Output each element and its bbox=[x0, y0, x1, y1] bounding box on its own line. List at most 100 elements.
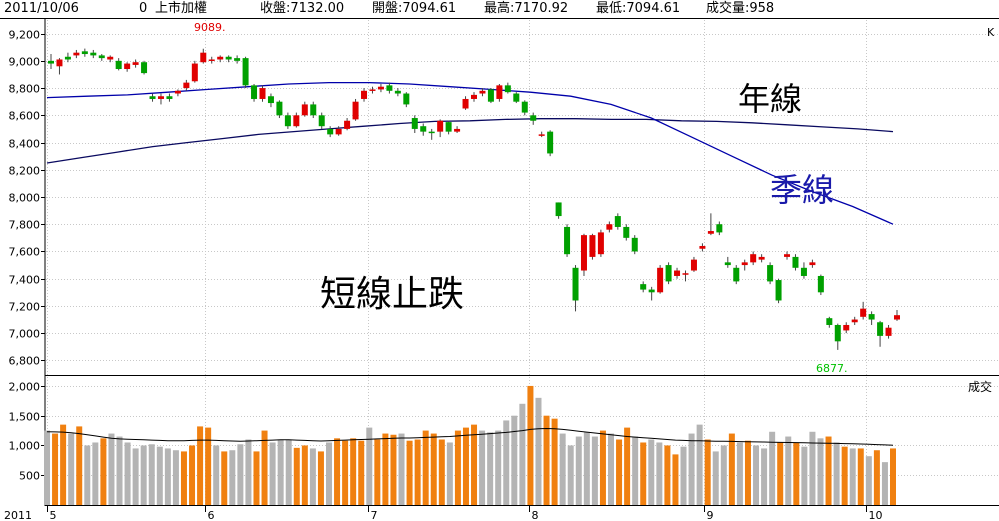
candle-body bbox=[690, 259, 697, 271]
volume-bar bbox=[382, 433, 389, 505]
candle bbox=[885, 324, 892, 339]
volume-bar bbox=[680, 446, 687, 505]
candle-body bbox=[775, 280, 782, 301]
candle bbox=[344, 118, 351, 131]
candle-body bbox=[242, 58, 249, 86]
volume-bar bbox=[495, 430, 502, 505]
candle-body bbox=[589, 235, 596, 257]
candle-body bbox=[843, 324, 850, 331]
candle-body bbox=[301, 104, 308, 116]
candle bbox=[301, 101, 308, 117]
volume-bar bbox=[406, 440, 413, 505]
month-label: 5 bbox=[50, 509, 57, 521]
candle bbox=[352, 98, 359, 121]
candle-body bbox=[166, 96, 173, 99]
volume-bar bbox=[245, 439, 252, 505]
price-tick-label: 8,600 bbox=[9, 110, 41, 123]
candle bbox=[547, 130, 554, 157]
volume-bar bbox=[761, 448, 768, 505]
candle bbox=[141, 60, 148, 75]
candle bbox=[775, 278, 782, 304]
candle bbox=[699, 243, 706, 252]
candle-body bbox=[132, 62, 139, 65]
candle-body bbox=[335, 128, 342, 135]
candle bbox=[157, 93, 164, 105]
volume-bar bbox=[857, 448, 864, 505]
candle-body bbox=[208, 59, 215, 61]
volume-bar bbox=[479, 430, 486, 505]
low-marker-label: 6877. bbox=[816, 362, 848, 375]
candle bbox=[631, 235, 638, 255]
volume-average-line bbox=[46, 427, 894, 446]
candle-body bbox=[707, 231, 714, 234]
candle bbox=[504, 82, 511, 94]
candle-body bbox=[758, 256, 765, 260]
candle-body bbox=[834, 324, 841, 342]
candle bbox=[538, 131, 545, 138]
volume-bar bbox=[736, 442, 743, 505]
candle bbox=[318, 112, 325, 129]
candle bbox=[124, 62, 131, 72]
candle-body bbox=[318, 115, 325, 127]
volume-bar bbox=[865, 456, 872, 505]
candle bbox=[674, 267, 681, 279]
volume-bar bbox=[148, 444, 155, 505]
candle-body bbox=[504, 85, 511, 93]
volume-bar bbox=[704, 439, 711, 505]
volume-bar bbox=[648, 439, 655, 505]
candle bbox=[462, 96, 469, 110]
candle-body bbox=[471, 94, 477, 99]
candle-body bbox=[124, 63, 131, 70]
candle bbox=[284, 112, 291, 129]
candle bbox=[724, 256, 731, 268]
candle-body bbox=[251, 85, 258, 99]
candle bbox=[657, 265, 664, 294]
volume-bar bbox=[720, 445, 727, 505]
candle bbox=[792, 254, 799, 271]
volume-bar bbox=[809, 431, 816, 505]
candle-body bbox=[411, 118, 418, 129]
volume-bar bbox=[366, 427, 373, 505]
price-tick-label: 7,400 bbox=[9, 274, 41, 287]
candle bbox=[716, 221, 723, 236]
candle-body bbox=[217, 56, 224, 60]
candle bbox=[335, 126, 342, 136]
volume-bar bbox=[519, 403, 526, 505]
volume-bar bbox=[785, 436, 792, 505]
candle bbox=[682, 270, 689, 282]
candle-body bbox=[225, 56, 232, 60]
price-tick-label: 7,200 bbox=[9, 301, 41, 314]
open-price: 開盤:7094.61 bbox=[372, 1, 457, 16]
volume-bar bbox=[164, 448, 171, 505]
volume-bar bbox=[640, 442, 647, 505]
high-marker-label: 9089. bbox=[194, 21, 226, 34]
candle bbox=[843, 322, 850, 334]
month-axis: 2011 5 6 7 8 9 10 bbox=[4, 20, 883, 521]
candlesticks bbox=[48, 48, 900, 350]
season-line-annotation: 季線 bbox=[770, 171, 834, 209]
candle bbox=[750, 251, 757, 266]
candle bbox=[293, 112, 300, 128]
volume-bar bbox=[624, 427, 631, 505]
candle-body bbox=[555, 202, 562, 217]
candle bbox=[73, 49, 80, 59]
candle-body bbox=[877, 322, 884, 336]
candle-body bbox=[394, 90, 401, 94]
candle-body bbox=[369, 89, 376, 91]
volume-bar bbox=[285, 439, 292, 505]
candle-body bbox=[724, 262, 731, 266]
quote-header: 2011/10/06 0 上市加權 收盤:7132.00 開盤:7094.61 … bbox=[0, 0, 999, 19]
candle-body bbox=[792, 256, 799, 268]
volume-bar bbox=[841, 446, 848, 505]
volume-bar bbox=[52, 433, 59, 505]
volume-bar bbox=[180, 451, 187, 505]
volume-bar bbox=[543, 415, 550, 505]
volume-bar bbox=[551, 418, 558, 505]
volume-bar bbox=[591, 436, 598, 505]
volume-bar bbox=[712, 451, 719, 505]
volume-bar bbox=[253, 451, 260, 505]
candle bbox=[648, 286, 655, 301]
candle-body bbox=[623, 226, 630, 238]
candle bbox=[242, 56, 249, 89]
